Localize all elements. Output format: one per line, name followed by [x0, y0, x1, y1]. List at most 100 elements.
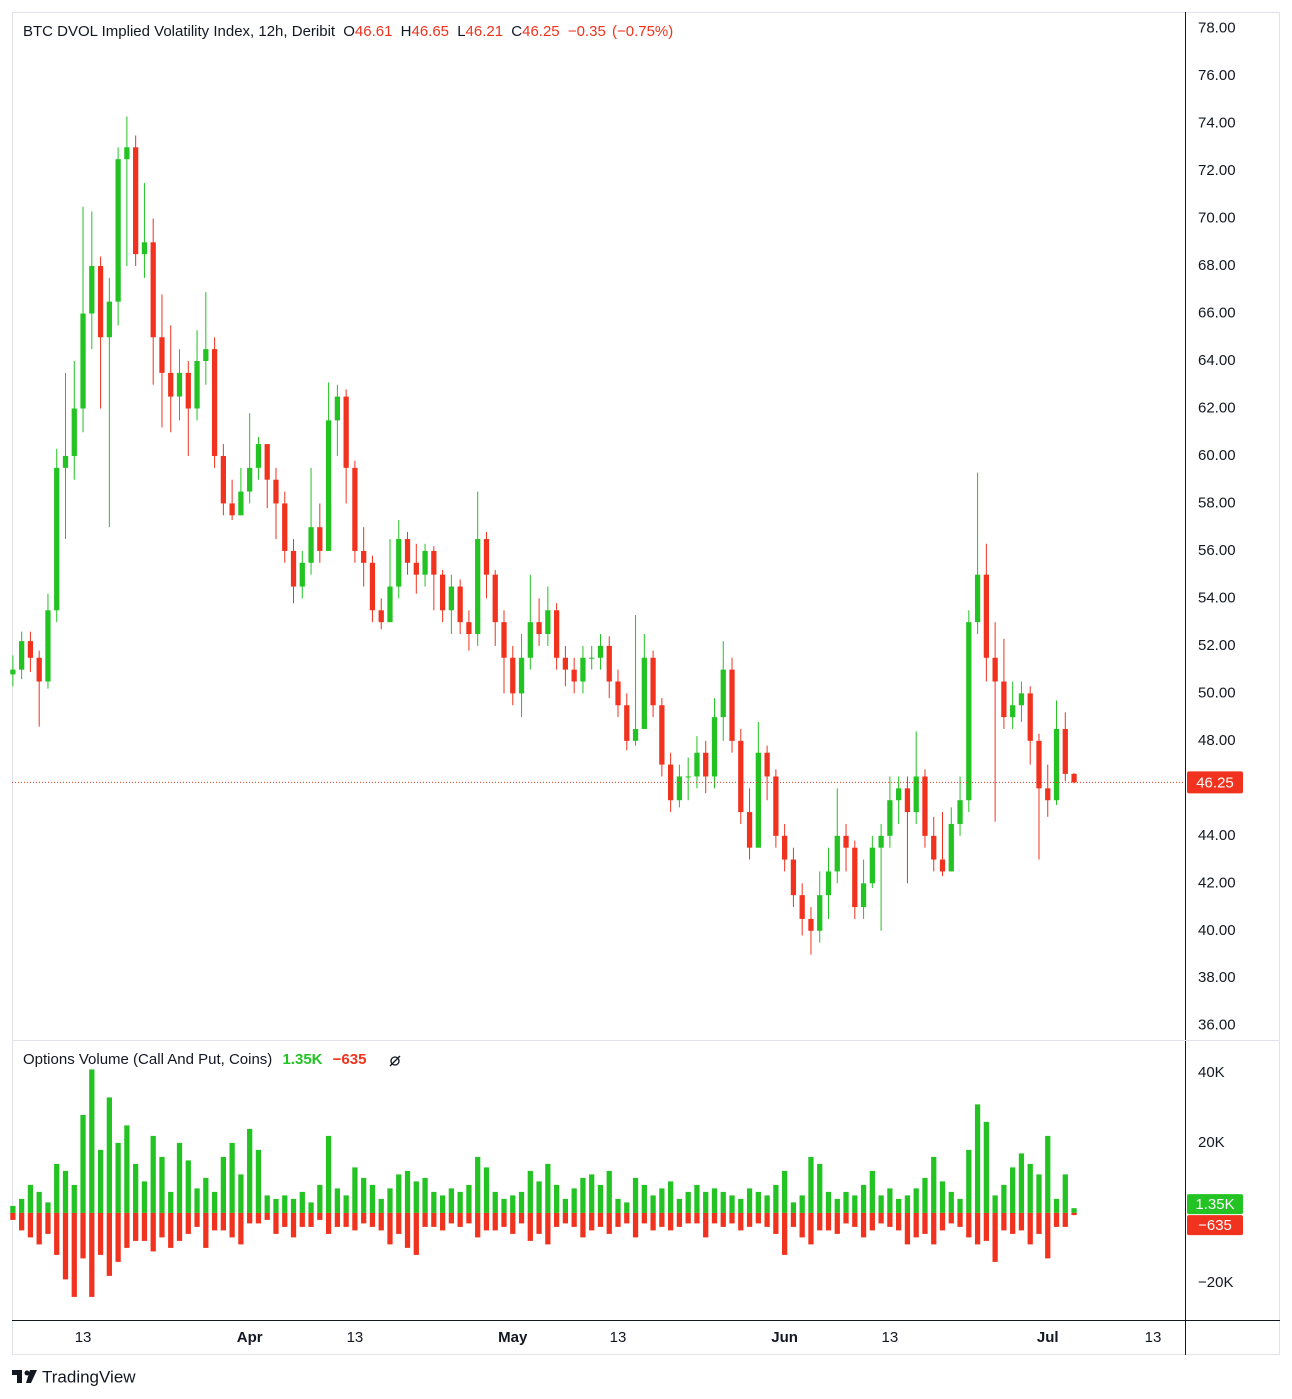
volume-bar — [404, 1170, 411, 1213]
x-tick-label: Jul — [1037, 1329, 1059, 1346]
volume-bar — [1053, 1198, 1060, 1213]
candle-body — [685, 776, 691, 778]
candle-body — [983, 574, 989, 658]
volume-bar — [325, 1212, 332, 1234]
volume-bar — [597, 1184, 604, 1213]
volume-bar — [159, 1212, 165, 1238]
candle-body — [1027, 693, 1033, 741]
candle-body — [185, 372, 191, 409]
volume-bar — [904, 1212, 911, 1245]
volume-bar — [694, 1212, 700, 1224]
candle-body — [571, 669, 577, 682]
volume-bar — [939, 1181, 946, 1213]
candle-body — [325, 420, 332, 551]
volume-bar — [483, 1212, 490, 1231]
candle-body — [738, 740, 744, 813]
volume-bar — [738, 1198, 744, 1213]
candle-body — [536, 622, 542, 635]
volume-bar — [475, 1156, 481, 1213]
candle-body — [1018, 693, 1025, 706]
candle-body — [703, 752, 709, 777]
volume-bar — [387, 1188, 393, 1213]
volume-bar — [141, 1212, 148, 1241]
volume-bar — [518, 1191, 525, 1213]
volume-tick-label: −20K — [1198, 1274, 1233, 1291]
volume-bar — [141, 1181, 148, 1213]
volume-bar — [168, 1191, 174, 1213]
volume-bar — [904, 1195, 911, 1213]
volume-bar — [860, 1184, 867, 1213]
volume-bar — [247, 1128, 253, 1213]
volume-bar — [10, 1205, 16, 1213]
volume-bar — [264, 1195, 270, 1213]
volume-bar — [966, 1212, 972, 1238]
volume-bar — [334, 1188, 341, 1213]
volume-bar — [694, 1184, 700, 1213]
volume-bar — [54, 1163, 60, 1213]
volume-bar — [115, 1142, 121, 1213]
candle-body — [255, 444, 262, 468]
hide-icon[interactable] — [389, 1055, 401, 1067]
y-tick-label: 66.00 — [1198, 304, 1236, 321]
volume-bar — [641, 1184, 647, 1213]
candle-body — [659, 705, 665, 765]
volume-bar — [729, 1195, 735, 1213]
volume-bar — [36, 1191, 42, 1213]
volume-bar — [80, 1212, 86, 1259]
volume-bar — [308, 1212, 314, 1227]
candle-body — [247, 467, 253, 492]
volume-bar — [229, 1212, 235, 1238]
price-badge — [1187, 771, 1243, 794]
volume-bar — [562, 1212, 569, 1224]
volume-bar — [1018, 1153, 1025, 1213]
volume-bar — [808, 1212, 814, 1245]
candle-body — [387, 586, 393, 623]
volume-bar — [1010, 1167, 1016, 1213]
volume-bar — [606, 1212, 612, 1234]
volume-bar — [869, 1170, 875, 1213]
candle-body — [668, 764, 674, 801]
volume-bar — [641, 1212, 647, 1224]
y-tick-label: 40.00 — [1198, 922, 1236, 939]
close-value: 46.25 — [522, 23, 560, 40]
volume-bar — [176, 1212, 183, 1241]
volume-bar — [483, 1167, 490, 1213]
y-tick-label: 74.00 — [1198, 115, 1236, 132]
volume-bar — [378, 1198, 384, 1213]
volume-bar — [615, 1212, 621, 1227]
candle-body — [124, 147, 130, 160]
volume-bar — [343, 1195, 349, 1213]
volume-bar — [527, 1212, 533, 1241]
volume-bar — [211, 1191, 218, 1213]
candle-body — [97, 266, 104, 338]
volume-bar — [124, 1125, 130, 1213]
volume-bar — [852, 1212, 858, 1227]
volume-bar — [334, 1212, 341, 1227]
logo — [12, 1370, 37, 1383]
volume-bar — [194, 1212, 200, 1227]
volume-bar — [422, 1177, 428, 1213]
volume-bar — [685, 1191, 691, 1213]
volume-bar — [475, 1212, 481, 1238]
volume-bar — [317, 1212, 323, 1220]
volume-bar — [492, 1212, 498, 1231]
y-tick-label: 52.00 — [1198, 637, 1236, 654]
volume-badge-label: −635 — [1198, 1217, 1232, 1234]
volume-bar — [703, 1191, 709, 1213]
candle-body — [1010, 705, 1016, 718]
volume-bar — [746, 1188, 753, 1213]
volume-bar — [396, 1174, 402, 1213]
volume-bar — [632, 1177, 639, 1213]
volume-bar — [764, 1212, 770, 1227]
volume-bar — [1053, 1212, 1060, 1227]
volume-bar — [431, 1191, 437, 1213]
candle-body — [562, 657, 569, 670]
candle-body — [764, 752, 770, 777]
volume-bar — [431, 1212, 437, 1227]
volume-bar — [825, 1191, 832, 1213]
legend: BTC DVOL Implied Volatility Index, 12h, … — [23, 23, 673, 40]
candle-body — [352, 467, 358, 551]
volume-bar — [773, 1212, 779, 1234]
x-tick-label: 13 — [75, 1329, 92, 1346]
